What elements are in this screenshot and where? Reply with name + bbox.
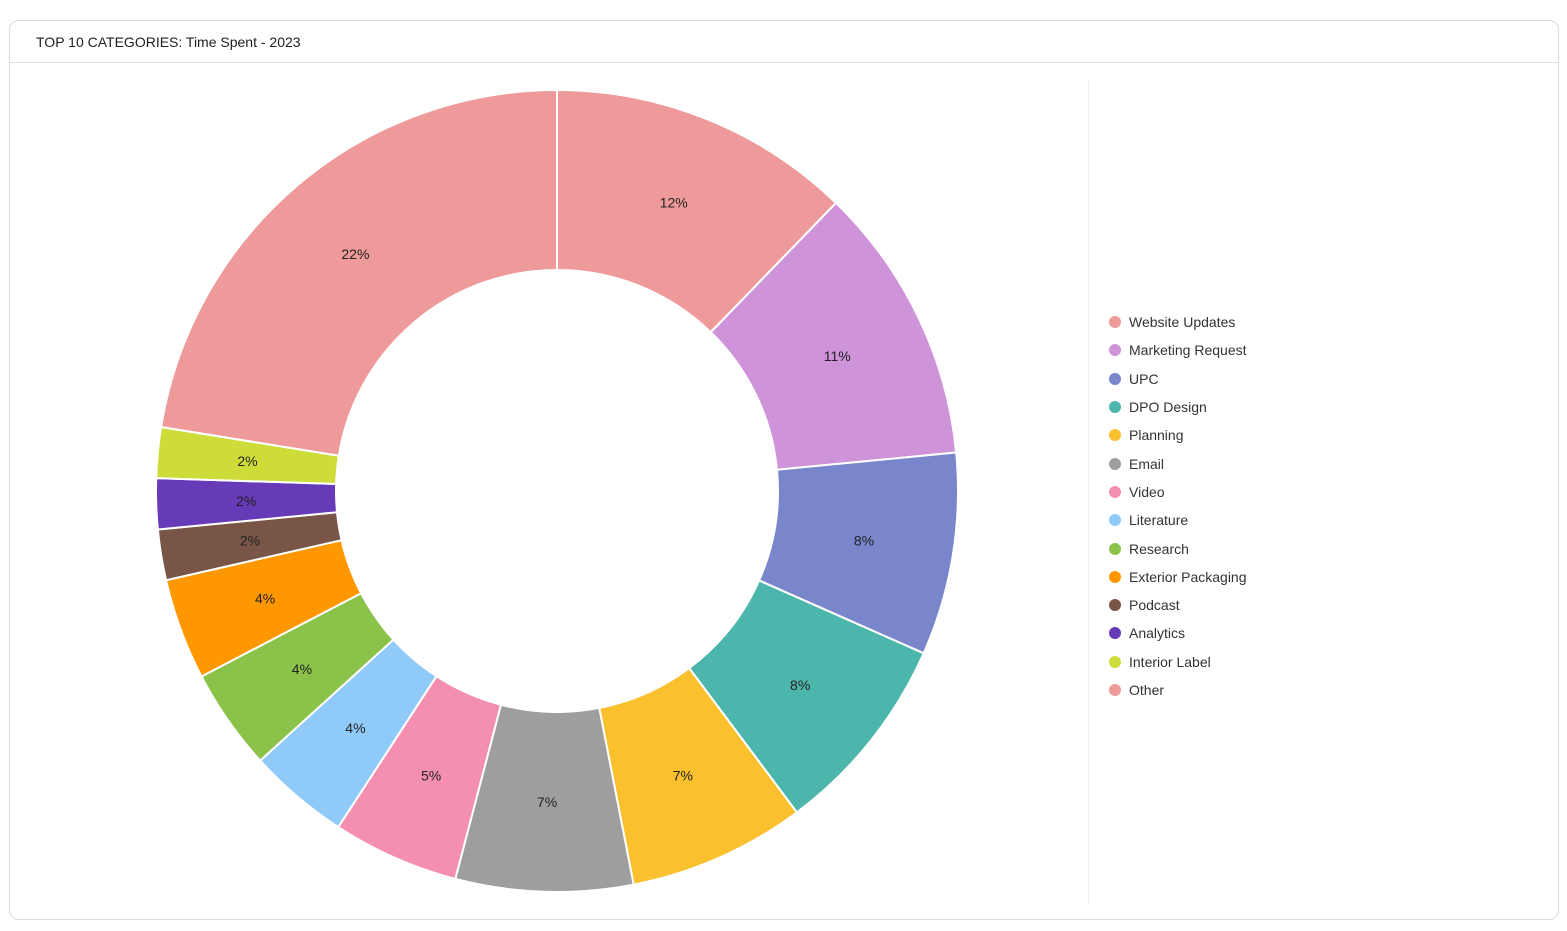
slice-data-label: 4%	[345, 720, 365, 736]
legend-marker-icon	[1109, 485, 1121, 498]
legend-label: Research	[1129, 540, 1189, 557]
legend-marker-icon	[1109, 570, 1121, 583]
legend-item[interactable]: Email	[1109, 449, 1409, 477]
legend-marker-icon	[1109, 316, 1121, 329]
slice-data-label: 5%	[421, 767, 441, 783]
legend-marker-icon	[1109, 627, 1121, 640]
legend-label: Marketing Request	[1129, 342, 1247, 359]
legend-item[interactable]: Research	[1109, 534, 1409, 562]
legend-item[interactable]: Literature	[1109, 506, 1409, 534]
legend-marker-icon	[1109, 542, 1121, 555]
legend-label: Other	[1129, 682, 1165, 698]
slice-data-label: 22%	[341, 246, 369, 262]
legend-label: Planning	[1129, 427, 1184, 444]
slice-data-label: 2%	[237, 453, 257, 469]
legend-item[interactable]: Podcast	[1109, 591, 1409, 619]
legend-item[interactable]: Other	[1109, 676, 1409, 704]
legend-label: Website Updates	[1129, 314, 1236, 331]
legend-marker-icon	[1109, 372, 1121, 385]
legend-marker-icon	[1109, 429, 1121, 442]
legend-item[interactable]: Video	[1109, 478, 1409, 506]
chart-title: TOP 10 CATEGORIES: Time Spent - 2023	[36, 34, 301, 50]
legend-item[interactable]: Analytics	[1109, 619, 1409, 647]
slice-data-label: 11%	[824, 348, 851, 364]
slice-data-label: 7%	[673, 767, 693, 783]
legend-marker-icon	[1109, 655, 1121, 668]
legend-divider	[1088, 81, 1089, 904]
donut-slice-website-updates[interactable]	[556, 88, 838, 334]
legend-label: Email	[1129, 455, 1165, 472]
legend-item[interactable]: Interior Label	[1109, 648, 1409, 676]
legend-label: Analytics	[1129, 625, 1186, 642]
slice-data-label: 4%	[255, 590, 275, 606]
donut-slice-other[interactable]	[159, 88, 558, 457]
legend-item[interactable]: Marketing Request	[1109, 336, 1409, 364]
legend-marker-icon	[1109, 457, 1121, 470]
slice-data-label: 2%	[236, 493, 256, 509]
slice-data-label: 8%	[790, 677, 810, 693]
slice-data-label: 4%	[292, 661, 312, 677]
chart-legend: Website Updates Marketing Request UPC DPO D…	[1109, 308, 1409, 704]
slice-data-label: 12%	[660, 195, 688, 211]
legend-marker-icon	[1109, 344, 1121, 357]
legend-item[interactable]: UPC	[1109, 365, 1409, 393]
legend-marker-icon	[1109, 514, 1121, 527]
legend-item[interactable]: Exterior Packaging	[1109, 563, 1409, 591]
legend-label: Interior Label	[1129, 653, 1211, 670]
slice-data-label: 2%	[240, 533, 260, 549]
legend-label: UPC	[1129, 370, 1159, 387]
legend-marker-icon	[1109, 684, 1121, 696]
slice-data-label: 7%	[537, 794, 557, 810]
legend-marker-icon	[1109, 599, 1121, 612]
legend-label: Literature	[1129, 512, 1189, 529]
legend-label: Video	[1129, 483, 1165, 500]
legend-label: Podcast	[1129, 597, 1180, 614]
card-header: TOP 10 CATEGORIES: Time Spent - 2023	[10, 21, 1558, 63]
legend-item[interactable]: DPO Design	[1109, 393, 1409, 421]
legend-item[interactable]: Planning	[1109, 421, 1409, 449]
legend-label: DPO Design	[1129, 399, 1207, 416]
legend-label: Exterior Packaging	[1129, 568, 1247, 585]
legend-marker-icon	[1109, 401, 1121, 414]
legend-item[interactable]: Website Updates	[1109, 308, 1409, 336]
slice-data-label: 8%	[854, 533, 874, 549]
